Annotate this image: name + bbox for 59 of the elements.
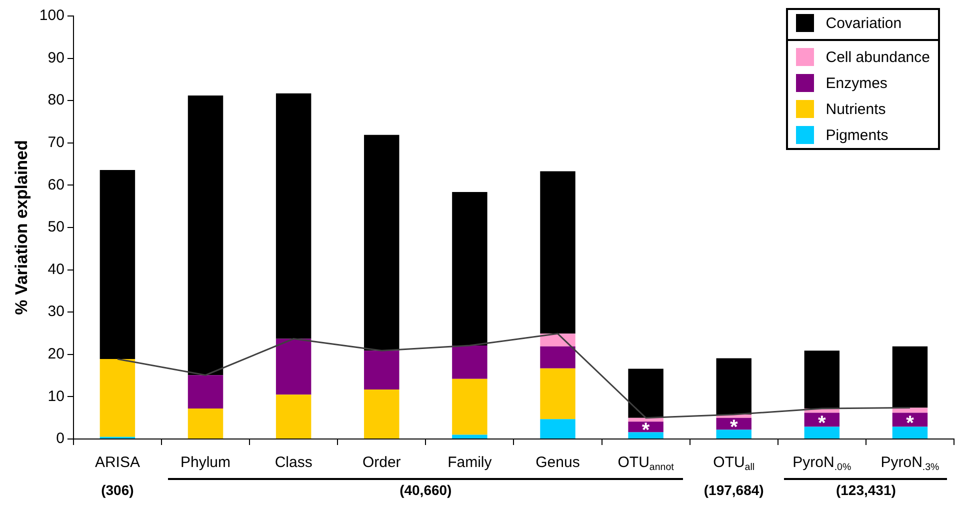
x-tick-label: Class	[274, 454, 312, 472]
bar	[452, 192, 488, 346]
x-tick-label: ARISA	[94, 454, 140, 472]
legend-label: Pigments	[826, 126, 888, 144]
bar	[540, 346, 576, 368]
bar	[276, 394, 312, 438]
y-tick-label: 90	[48, 49, 64, 66]
y-tick-label: 60	[48, 176, 64, 194]
y-tick-label: 30	[48, 303, 64, 320]
bar	[188, 375, 224, 409]
bar	[540, 419, 576, 438]
text: (40,660)	[400, 482, 452, 498]
text: (123,431)	[836, 482, 896, 498]
y-tick-label: 0	[56, 430, 64, 448]
bar	[452, 378, 488, 435]
y-tick-label: 100	[39, 7, 64, 24]
bar	[364, 134, 400, 351]
y-tick-label: 70	[48, 134, 64, 152]
bar	[716, 358, 752, 414]
text: (306)	[101, 482, 134, 498]
x-tick-label: Genus	[536, 454, 580, 472]
bar	[100, 170, 136, 360]
bar	[540, 368, 576, 420]
bar	[628, 368, 664, 418]
legend-label: Covariation	[826, 14, 902, 32]
y-tick-label: 10	[48, 388, 64, 405]
y-tick-label: 40	[48, 260, 64, 278]
bar	[364, 390, 400, 438]
bar	[364, 350, 400, 390]
y-tick-label: 50	[48, 218, 64, 236]
annotation: *	[730, 416, 738, 438]
legend-label: Nutrients	[826, 100, 886, 118]
y-tick-label: 20	[48, 346, 64, 363]
annotation: *	[642, 419, 650, 442]
bar	[804, 350, 840, 409]
bar	[452, 346, 488, 379]
bar	[628, 432, 664, 438]
legend-label: Enzymes	[826, 74, 888, 92]
bar	[188, 408, 224, 438]
legend-label: Cell abundance	[826, 48, 930, 66]
bar	[276, 338, 312, 395]
bar	[100, 359, 136, 437]
bar	[276, 93, 312, 339]
y-tick-label: 80	[48, 92, 64, 109]
x-tick-label: Order	[362, 454, 401, 472]
y-axis-title: % Variation explained	[12, 140, 31, 315]
bar	[892, 346, 928, 408]
bar	[892, 426, 928, 438]
bar	[716, 430, 752, 438]
annotation: *	[906, 412, 914, 434]
bar	[188, 96, 224, 376]
annotation: *	[818, 412, 826, 434]
x-tick-label: Family	[448, 454, 492, 472]
bar	[452, 434, 488, 438]
bar	[804, 426, 840, 438]
bar	[540, 171, 576, 334]
x-tick-label: Phylum	[180, 454, 231, 472]
text: (197,684)	[704, 482, 764, 498]
bar	[892, 408, 928, 413]
